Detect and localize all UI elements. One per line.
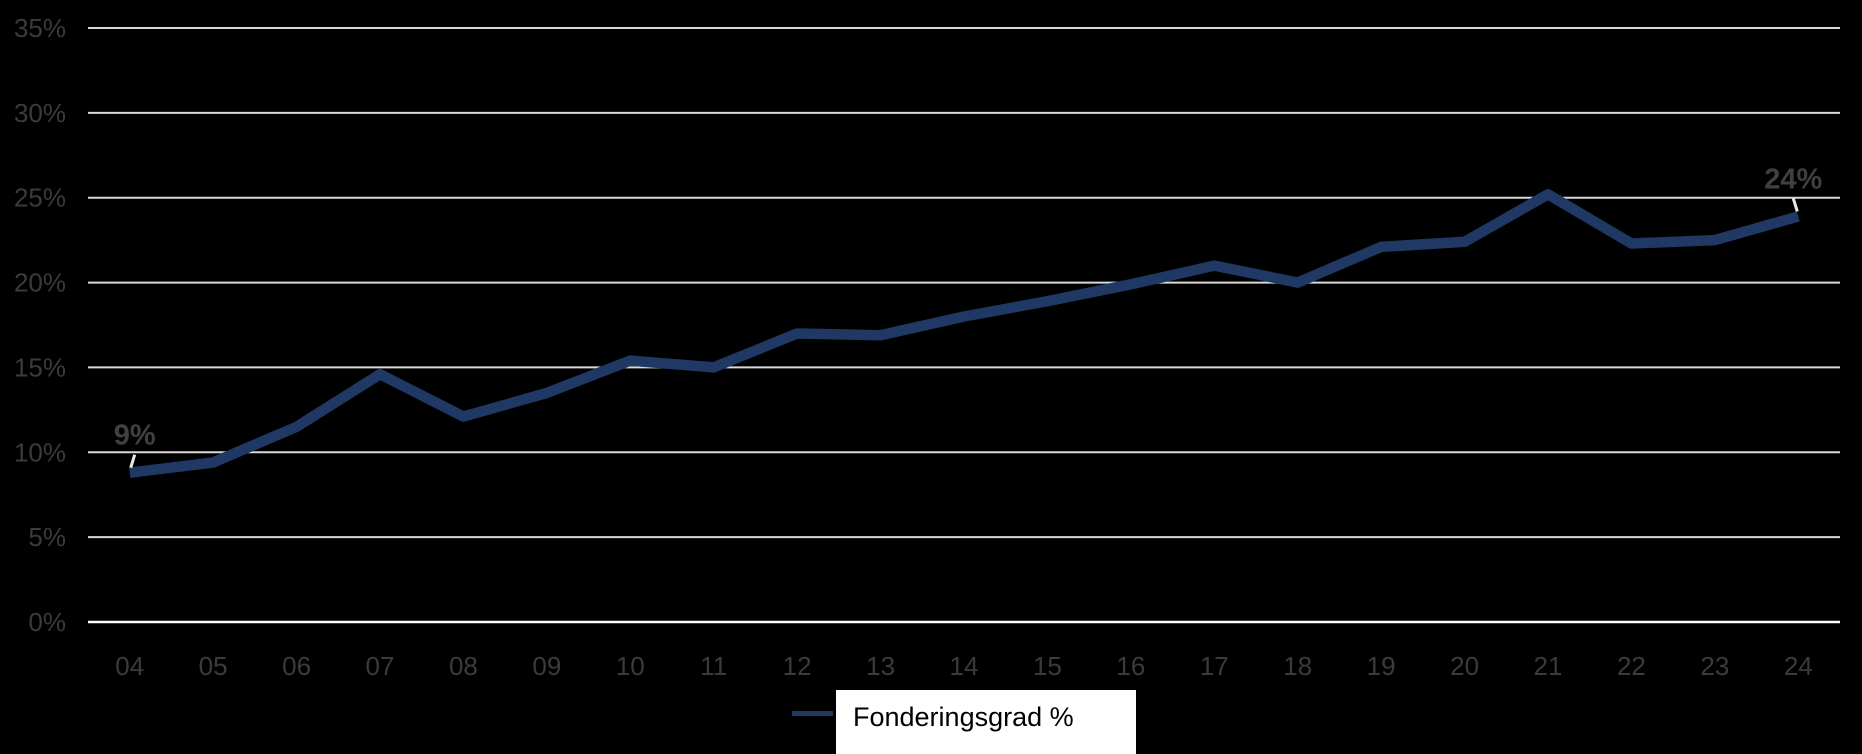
data-labels: 9% 24% — [114, 163, 1823, 451]
legend-line-marker — [792, 711, 833, 716]
gridlines — [88, 27, 1840, 624]
y-tick-25pct: 25% — [14, 183, 66, 213]
x-tick-08: 08 — [449, 651, 478, 681]
y-tick-10pct: 10% — [14, 437, 66, 467]
legend-box: Fonderingsgrad % — [836, 690, 1136, 754]
leader-line-24% — [1791, 197, 1799, 212]
x-tick-06: 06 — [282, 651, 311, 681]
x-tick-23: 23 — [1700, 651, 1729, 681]
x-tick-05: 05 — [199, 651, 228, 681]
x-tick-07: 07 — [366, 651, 395, 681]
point-label-9%: 9% — [114, 420, 156, 452]
x-tick-11: 11 — [700, 651, 727, 681]
x-tick-17: 17 — [1200, 651, 1229, 681]
y-tick-20pct: 20% — [14, 268, 66, 298]
x-tick-13: 13 — [866, 651, 895, 681]
y-tick-30pct: 30% — [14, 98, 66, 128]
x-tick-20: 20 — [1450, 651, 1479, 681]
x-tick-24: 24 — [1784, 651, 1813, 681]
y-axis-labels: 0% 5% 10% 15% 20% 25% 30% 35% — [14, 13, 66, 637]
x-axis-labels: 04 05 06 07 08 09 10 11 12 13 14 15 16 17 18 19 20 21 22 23… — [115, 651, 1812, 681]
leader-line-9% — [129, 454, 137, 469]
x-tick-15: 15 — [1033, 651, 1062, 681]
x-tick-21: 21 — [1534, 651, 1563, 681]
x-tick-22: 22 — [1617, 651, 1646, 681]
x-tick-10: 10 — [616, 651, 645, 681]
data-label-leader-lines — [129, 197, 1799, 469]
y-tick-35pct: 35% — [14, 13, 66, 43]
y-tick-5pct: 5% — [28, 522, 66, 552]
x-tick-14: 14 — [950, 651, 979, 681]
x-tick-19: 19 — [1367, 651, 1396, 681]
legend-label: Fonderingsgrad % — [853, 701, 1074, 732]
series-line-fonderingsgrad[interactable] — [129, 189, 1800, 478]
x-tick-16: 16 — [1116, 651, 1145, 681]
y-tick-0pct: 0% — [28, 607, 66, 637]
y-tick-15pct: 15% — [14, 352, 66, 382]
x-tick-04: 04 — [115, 651, 144, 681]
x-tick-12: 12 — [783, 651, 812, 681]
x-tick-18: 18 — [1283, 651, 1312, 681]
point-label-24%: 24% — [1764, 163, 1822, 195]
x-tick-09: 09 — [532, 651, 561, 681]
